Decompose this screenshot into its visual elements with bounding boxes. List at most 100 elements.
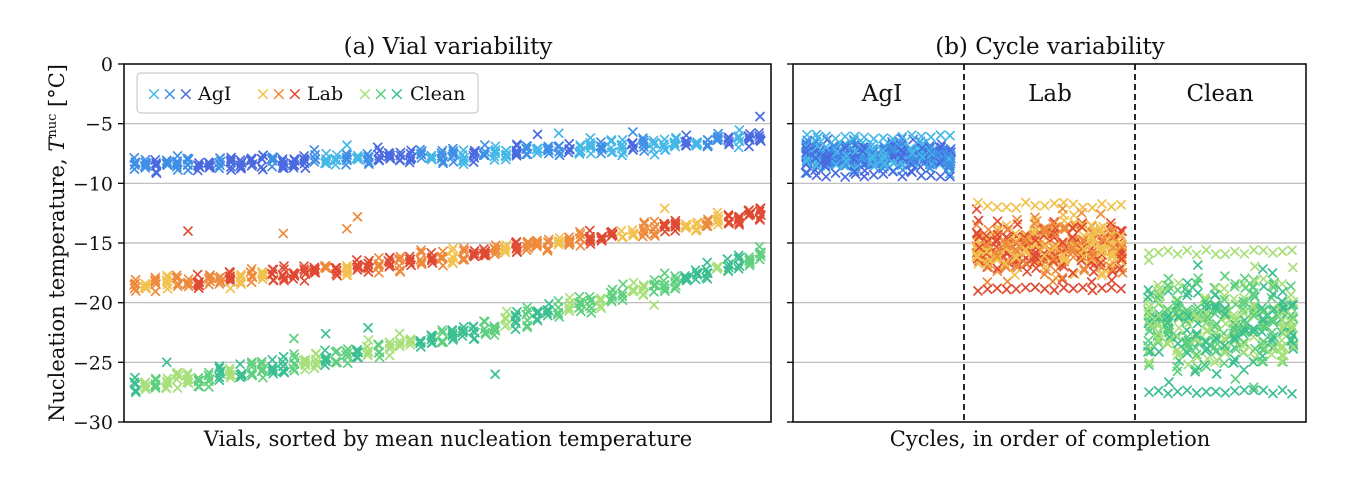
data-point-x bbox=[596, 235, 607, 246]
data-point-x bbox=[584, 140, 595, 150]
data-point-x bbox=[258, 150, 268, 161]
data-point-x bbox=[1231, 344, 1241, 354]
data-point-x bbox=[1086, 277, 1097, 287]
data-point-x bbox=[150, 286, 161, 297]
y-axis-label: Nucleation temperature, Tnuc [°C] bbox=[45, 64, 69, 422]
data-point-x bbox=[489, 151, 500, 162]
data-point-x bbox=[859, 132, 870, 143]
data-point-x bbox=[1079, 263, 1089, 274]
data-point-x bbox=[321, 353, 332, 363]
data-point-x bbox=[935, 171, 946, 182]
data-point-x bbox=[868, 134, 879, 144]
data-point-x bbox=[839, 140, 849, 150]
data-point-x bbox=[1162, 324, 1173, 335]
data-point-x bbox=[1288, 341, 1299, 352]
legend-markers-agi: ××× bbox=[146, 83, 194, 105]
data-point-x bbox=[1276, 335, 1287, 346]
data-point-x bbox=[1219, 358, 1230, 369]
data-point-x bbox=[945, 171, 955, 182]
data-point-x bbox=[542, 245, 553, 255]
data-point-x bbox=[1257, 344, 1268, 355]
data-point-x bbox=[1286, 289, 1296, 300]
data-point-x bbox=[532, 129, 543, 140]
data-point-x bbox=[1000, 238, 1011, 249]
data-point-x bbox=[278, 351, 289, 362]
data-point-x bbox=[1248, 382, 1259, 393]
data-point-x bbox=[512, 140, 522, 151]
data-point-x bbox=[364, 157, 374, 168]
data-point-x bbox=[1107, 266, 1118, 277]
data-point-x bbox=[1106, 201, 1117, 212]
data-point-x bbox=[214, 375, 225, 385]
data-point-x bbox=[973, 197, 983, 208]
data-point-x bbox=[660, 226, 670, 237]
data-point-x bbox=[811, 161, 822, 171]
data-point-x bbox=[1276, 356, 1287, 367]
data-point-x bbox=[1057, 274, 1068, 285]
data-point-x bbox=[743, 252, 754, 263]
data-point-x bbox=[1191, 330, 1202, 341]
data-point-x bbox=[1000, 258, 1010, 269]
data-point-x bbox=[267, 161, 277, 172]
data-point-x bbox=[830, 133, 841, 144]
data-point-x bbox=[1182, 278, 1193, 288]
legend-marker: × bbox=[389, 83, 405, 105]
data-point-x bbox=[1010, 244, 1021, 254]
data-point-x bbox=[129, 153, 140, 163]
data-point-x bbox=[1229, 386, 1240, 396]
data-point-x bbox=[395, 338, 406, 349]
data-point-x bbox=[320, 261, 330, 271]
data-point-x bbox=[1173, 312, 1184, 323]
data-point-x bbox=[744, 141, 754, 152]
data-point-x bbox=[916, 170, 927, 181]
data-point-x bbox=[1010, 228, 1021, 239]
data-point-x bbox=[1172, 295, 1183, 305]
data-point-x bbox=[140, 381, 151, 392]
data-point-x bbox=[1258, 356, 1269, 367]
data-point-x bbox=[342, 155, 352, 166]
data-point-x bbox=[878, 169, 889, 179]
data-point-x bbox=[531, 144, 542, 155]
data-point-x bbox=[1095, 225, 1106, 235]
data-point-x bbox=[309, 157, 320, 167]
data-point-x bbox=[564, 240, 574, 250]
data-point-x bbox=[691, 219, 702, 230]
data-point-x bbox=[404, 336, 415, 346]
legend-marker: × bbox=[146, 83, 162, 105]
data-point-x bbox=[801, 147, 812, 158]
data-point-x bbox=[1182, 245, 1192, 256]
data-point-x bbox=[437, 336, 447, 347]
data-point-x bbox=[542, 143, 553, 154]
data-point-x bbox=[628, 286, 639, 297]
data-point-x bbox=[480, 327, 491, 338]
data-point-x bbox=[981, 246, 992, 257]
data-point-x bbox=[1164, 377, 1174, 387]
data-point-x bbox=[427, 255, 437, 266]
data-point-x bbox=[1088, 266, 1099, 277]
data-point-x bbox=[943, 159, 954, 170]
data-point-x bbox=[1009, 270, 1020, 280]
data-point-x bbox=[617, 150, 627, 161]
data-point-x bbox=[1190, 366, 1201, 377]
data-point-x bbox=[510, 311, 521, 322]
data-point-x bbox=[702, 141, 713, 152]
data-point-x bbox=[1210, 386, 1221, 397]
data-point-x bbox=[194, 381, 205, 392]
data-point-x bbox=[256, 162, 267, 172]
data-point-x bbox=[584, 301, 595, 311]
data-point-x bbox=[374, 352, 385, 363]
data-point-x bbox=[194, 277, 205, 287]
data-point-x bbox=[1286, 317, 1296, 328]
data-point-x bbox=[935, 157, 945, 168]
data-point-x bbox=[394, 328, 405, 339]
data-point-x bbox=[821, 131, 831, 142]
data-point-x bbox=[1248, 357, 1259, 367]
data-point-x bbox=[205, 276, 215, 287]
data-point-x bbox=[1078, 251, 1089, 262]
data-point-x bbox=[811, 129, 822, 140]
data-point-x bbox=[458, 145, 469, 156]
data-point-x bbox=[1267, 327, 1278, 338]
data-point-x bbox=[1069, 210, 1079, 220]
data-point-x bbox=[1153, 286, 1163, 297]
data-point-x bbox=[1020, 237, 1031, 247]
